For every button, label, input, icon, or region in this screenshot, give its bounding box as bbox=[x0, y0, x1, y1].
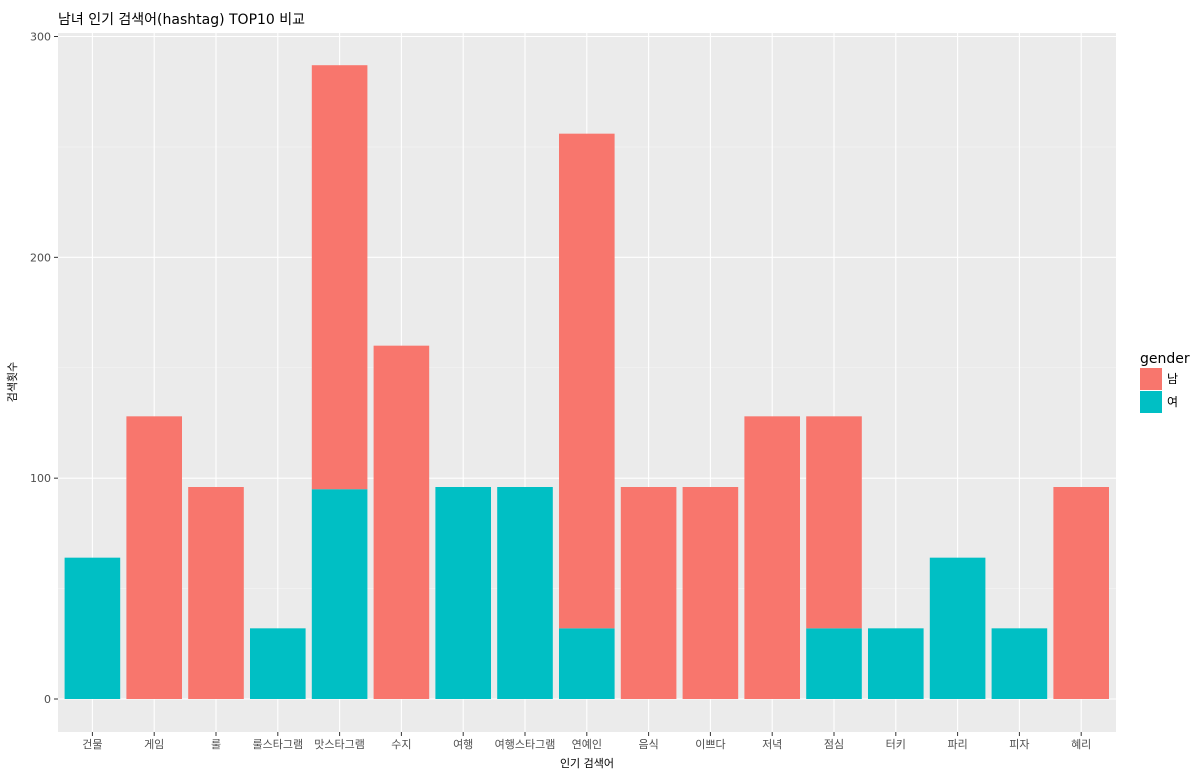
x-tick-label: 맛스타그램 bbox=[314, 738, 365, 751]
bar-여-건물 bbox=[64, 557, 121, 699]
x-tick-label: 건물 bbox=[82, 738, 102, 751]
bar-여-룰스타그램 bbox=[250, 628, 306, 699]
legend-key-남 bbox=[1140, 368, 1162, 390]
x-tick-label: 여행스타그램 bbox=[495, 738, 556, 751]
bar-남-맛스타그램 bbox=[311, 65, 368, 490]
x-tick-label: 룰 bbox=[211, 738, 221, 751]
bar-남-음식 bbox=[620, 487, 677, 699]
bar-남-룰 bbox=[188, 487, 244, 699]
bar-남-이쁘다 bbox=[682, 487, 739, 699]
chart-title: 남녀 인기 검색어(hashtag) TOP10 비교 bbox=[58, 12, 305, 28]
bar-여-터키 bbox=[868, 628, 924, 699]
bar-여-파리 bbox=[929, 557, 986, 699]
legend-label-남: 남 bbox=[1167, 372, 1178, 386]
bar-남-저녁 bbox=[744, 416, 800, 699]
x-tick-label: 이쁘다 bbox=[695, 738, 725, 751]
legend-title: gender bbox=[1140, 351, 1190, 367]
bar-남-점심 bbox=[806, 416, 862, 629]
x-axis-title: 인기 검색어 bbox=[560, 757, 614, 770]
legend-label-여: 여 bbox=[1167, 395, 1178, 409]
x-tick-label: 룰스타그램 bbox=[252, 738, 303, 751]
y-tick-label: 100 bbox=[30, 472, 51, 485]
y-tick-label: 200 bbox=[30, 251, 51, 264]
x-tick-label: 터키 bbox=[886, 738, 906, 751]
y-axis: 0 100 200 300 bbox=[30, 31, 58, 706]
bar-여-여행 bbox=[435, 487, 491, 699]
x-tick-label: 피자 bbox=[1009, 738, 1029, 751]
x-tick-label: 점심 bbox=[824, 738, 844, 751]
bar-여-피자 bbox=[991, 628, 1048, 699]
x-tick-label: 음식 bbox=[638, 738, 658, 751]
y-tick-label: 0 bbox=[44, 693, 51, 706]
bar-남-혜리 bbox=[1053, 487, 1109, 699]
x-tick-label: 수지 bbox=[391, 738, 411, 751]
bars bbox=[64, 65, 1109, 699]
x-tick-label: 연예인 bbox=[572, 738, 602, 751]
legend-key-여 bbox=[1140, 391, 1162, 413]
y-tick-label: 300 bbox=[30, 31, 51, 44]
x-tick-label: 파리 bbox=[947, 738, 967, 751]
x-tick-label: 혜리 bbox=[1071, 738, 1091, 751]
bar-여-여행스타그램 bbox=[497, 487, 553, 699]
bar-여-점심 bbox=[806, 628, 862, 699]
bar-남-수지 bbox=[373, 345, 430, 699]
x-tick-label: 저녁 bbox=[762, 738, 782, 751]
bar-여-연예인 bbox=[559, 628, 615, 699]
bar-남-연예인 bbox=[559, 133, 615, 629]
bar-남-게임 bbox=[126, 416, 182, 699]
x-axis: 건물 게임 룰 룰스타그램 맛스타그램 수지 여행 여행스타그램 연예인 음식 이쁘다 저녁 점심 터키 파… bbox=[82, 732, 1091, 751]
x-tick-label: 게임 bbox=[144, 738, 164, 751]
x-tick-label: 여행 bbox=[453, 738, 473, 751]
bar-여-맛스타그램 bbox=[311, 489, 368, 699]
y-axis-title: 검색횟수 bbox=[6, 362, 19, 402]
legend: gender 남여 bbox=[1140, 351, 1190, 413]
